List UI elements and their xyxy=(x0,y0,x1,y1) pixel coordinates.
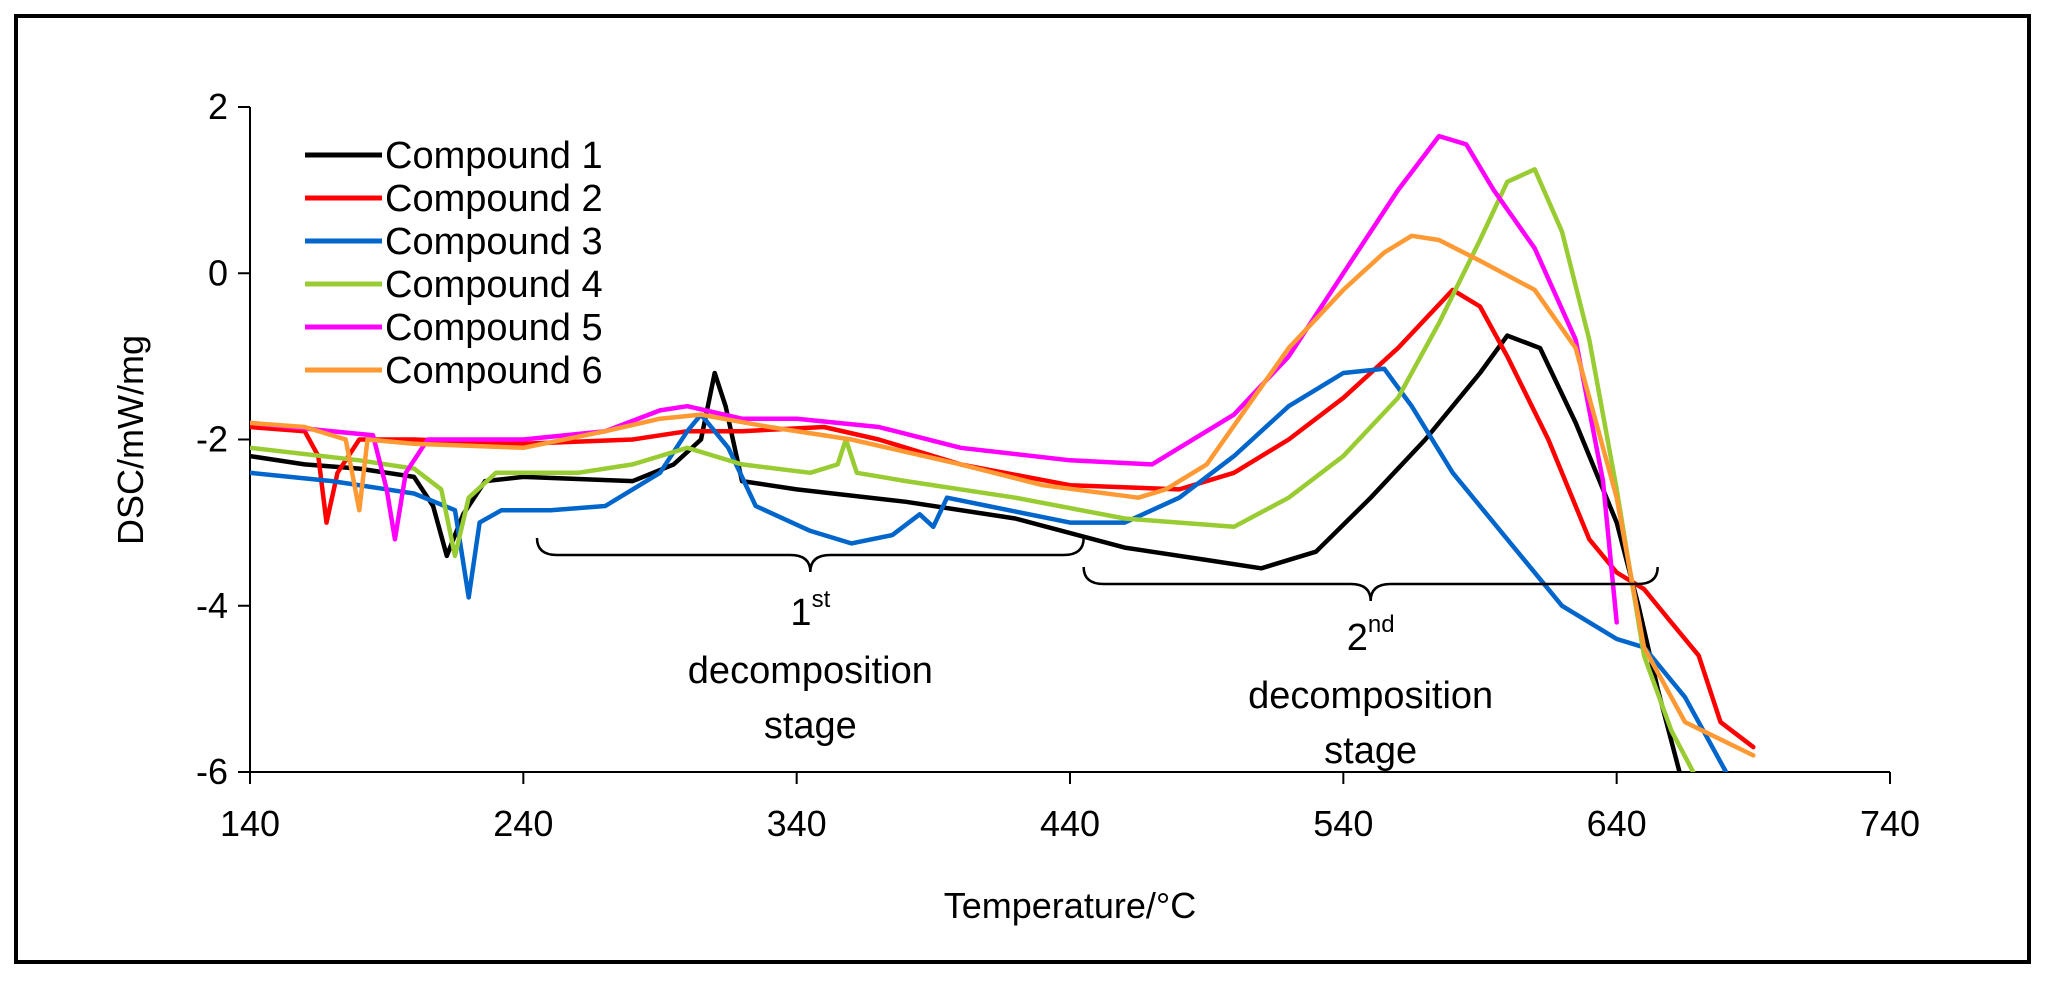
annotation-layer: 1st decomposition stage 2nd decomposition sta… xyxy=(535,537,1659,772)
chart-frame xyxy=(14,14,2031,964)
legend-label: Compound 3 xyxy=(385,221,603,263)
x-tick-label: 340 xyxy=(767,803,827,844)
legend-label: Compound 4 xyxy=(385,264,603,306)
series-layer xyxy=(250,133,1756,772)
annotation-line2: decomposition xyxy=(1248,675,1493,717)
x-tick-label: 440 xyxy=(1040,803,1100,844)
legend-label: Compound 1 xyxy=(385,135,603,177)
x-tick-label: 140 xyxy=(220,803,280,844)
series-line-compound-5 xyxy=(250,133,1619,625)
series-line-compound-2 xyxy=(250,287,1756,750)
y-tick-label: -2 xyxy=(196,419,228,460)
annotation-ordinal-number: 1 xyxy=(790,592,811,634)
series-line-compound-6 xyxy=(250,233,1756,758)
y-ticks: 2 0 -2 -4 -6 xyxy=(196,86,250,792)
x-tick-label: 740 xyxy=(1860,803,1920,844)
x-tick-label: 640 xyxy=(1587,803,1647,844)
x-axis-title: Temperature/°C xyxy=(944,885,1197,926)
annotation-ordinal-suffix: nd xyxy=(1368,611,1395,638)
x-tick-label: 540 xyxy=(1313,803,1373,844)
x-ticks: 140 240 340 440 540 640 740 xyxy=(220,772,1920,844)
annotation-ordinal-number: 2 xyxy=(1347,617,1368,659)
legend-label: Compound 6 xyxy=(385,350,603,392)
brace-first xyxy=(535,537,1085,573)
series-line-compound-4 xyxy=(250,167,1696,772)
x-tick-label: 240 xyxy=(493,803,553,844)
annotation-ordinal: 2nd xyxy=(1347,611,1395,659)
legend-label: Compound 2 xyxy=(385,178,603,220)
annotation-ordinal-suffix: st xyxy=(812,586,831,613)
legend-label: Compound 5 xyxy=(385,307,603,349)
y-tick-label: -4 xyxy=(196,585,228,626)
annotation-line3: stage xyxy=(1324,730,1417,772)
annotation-line3: stage xyxy=(764,705,857,747)
brace-second xyxy=(1082,566,1659,602)
series-line-compound-1 xyxy=(250,333,1682,772)
y-tick-label: -6 xyxy=(196,751,228,792)
series-line-compound-3 xyxy=(250,366,1729,772)
y-axis-title: DSC/mW/mg xyxy=(110,335,151,545)
y-tick-label: 0 xyxy=(208,252,228,293)
y-tick-label: 2 xyxy=(208,86,228,127)
annotation-line2: decomposition xyxy=(688,650,933,692)
annotation-ordinal: 1st xyxy=(790,586,830,634)
